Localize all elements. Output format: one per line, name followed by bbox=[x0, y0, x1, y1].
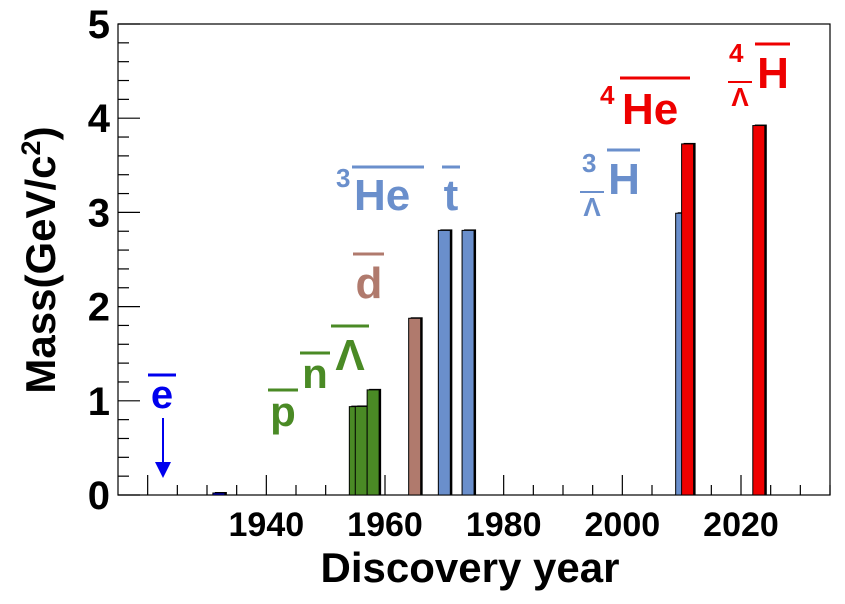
label-h3l-sup: 3 bbox=[582, 148, 596, 178]
y-axis-title: Mass(GeV/c2) bbox=[16, 126, 64, 393]
label-antihyperhydrogen4: H bbox=[757, 49, 789, 98]
e-arrow-head bbox=[155, 462, 171, 478]
y-tick-label: 2 bbox=[88, 286, 110, 330]
y-tick-label: 0 bbox=[88, 474, 110, 518]
label-h3l-sub: Λ bbox=[583, 192, 601, 222]
y-tick-label: 5 bbox=[88, 3, 110, 47]
bars-group bbox=[212, 124, 767, 496]
label-antitriton: t bbox=[444, 171, 459, 220]
label-he3-sup: 3 bbox=[336, 163, 350, 193]
label-antihypertriton: H bbox=[608, 155, 640, 204]
x-tick-label: 1960 bbox=[347, 506, 423, 544]
label-antineutron: n bbox=[302, 350, 328, 397]
label-he4-sup: 4 bbox=[600, 80, 615, 110]
y-axis-title-close: ) bbox=[17, 126, 64, 140]
y-tick-label: 3 bbox=[88, 191, 110, 235]
label-h4l-sub: Λ bbox=[731, 82, 749, 112]
label-antihelium4: He bbox=[622, 85, 678, 134]
label-antilambda: Λ bbox=[335, 331, 365, 380]
label-antielectron: e bbox=[151, 373, 173, 417]
x-tick-label: 2000 bbox=[585, 506, 661, 544]
y-tick-label: 1 bbox=[88, 380, 110, 424]
bar bbox=[354, 405, 368, 496]
bar bbox=[408, 317, 422, 496]
label-h4l-sup: 4 bbox=[729, 38, 744, 68]
bar bbox=[366, 389, 380, 496]
label-antiproton: p bbox=[270, 388, 296, 435]
y-axis-title-sup: 2 bbox=[16, 140, 46, 155]
x-tick-label: 1940 bbox=[229, 506, 305, 544]
bar bbox=[437, 229, 451, 496]
y-axis-title-main: Mass(GeV/c bbox=[17, 155, 64, 393]
bar bbox=[752, 125, 766, 496]
x-axis-title: Discovery year bbox=[321, 544, 620, 591]
bar bbox=[212, 492, 226, 496]
bar bbox=[681, 143, 695, 496]
label-antihelium3: He bbox=[354, 171, 410, 220]
bar bbox=[461, 229, 475, 496]
x-tick-label: 2020 bbox=[703, 506, 779, 544]
axis-ticks: 0 1 2 3 4 5 1940 1960 1980 2000 2020 bbox=[88, 3, 831, 544]
y-axis-title-group: Mass(GeV/c2) bbox=[16, 126, 64, 393]
x-tick-label: 1980 bbox=[466, 506, 542, 544]
label-antideuteron: d bbox=[356, 259, 383, 308]
y-tick-label: 4 bbox=[88, 97, 111, 141]
